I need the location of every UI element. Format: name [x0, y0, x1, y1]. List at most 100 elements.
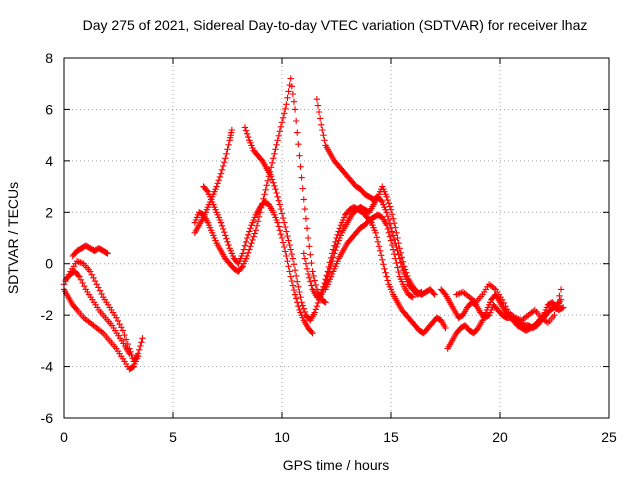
data-point — [328, 257, 336, 265]
y-axis-label: SDTVAR / TECUs — [5, 182, 21, 294]
data-point — [300, 305, 307, 312]
data-point — [302, 260, 310, 267]
data-point — [373, 234, 381, 241]
data-point — [380, 261, 387, 268]
series-track-n — [453, 281, 565, 327]
data-point — [295, 283, 302, 291]
data-point — [303, 225, 311, 232]
data-point — [243, 234, 251, 242]
data-point — [118, 324, 125, 331]
data-point — [114, 317, 122, 325]
y-tick-label: 6 — [45, 101, 53, 117]
x-tick-label: 0 — [60, 429, 68, 445]
data-point — [262, 186, 269, 193]
data-point — [278, 234, 286, 242]
y-tick-label: -2 — [41, 307, 54, 323]
data-point — [311, 309, 318, 316]
data-point — [217, 170, 225, 177]
data-point — [287, 246, 294, 253]
data-point — [399, 266, 407, 274]
data-point — [273, 141, 280, 148]
data-point — [502, 302, 509, 310]
data-point — [283, 101, 290, 108]
data-point — [218, 222, 226, 229]
data-point — [327, 261, 335, 269]
data-point — [558, 304, 566, 312]
data-point — [222, 232, 229, 239]
data-point — [285, 88, 292, 95]
data-point — [80, 283, 88, 290]
data-point — [247, 225, 254, 232]
data-point — [294, 129, 301, 136]
data-point — [250, 233, 257, 240]
series-track-i — [313, 95, 438, 298]
data-point — [224, 238, 231, 246]
data-point — [274, 219, 281, 226]
data-point — [292, 272, 300, 280]
data-point — [284, 232, 291, 240]
data-point — [409, 293, 416, 301]
data-point — [272, 146, 279, 153]
data-point — [331, 250, 338, 257]
data-point — [393, 259, 400, 267]
data-point — [122, 336, 130, 343]
data-point — [552, 305, 560, 312]
data-point — [295, 140, 302, 148]
data-point — [387, 206, 395, 213]
data-point — [335, 228, 342, 235]
data-point — [286, 268, 293, 275]
data-point — [282, 105, 289, 112]
data-point — [243, 252, 251, 260]
data-point — [303, 265, 311, 273]
data-point — [129, 364, 136, 371]
data-point — [290, 98, 298, 105]
data-point — [306, 243, 313, 250]
data-point — [246, 246, 253, 253]
y-tick-label: 2 — [45, 204, 53, 220]
data-point — [138, 338, 145, 346]
data-point — [224, 146, 231, 153]
data-point — [221, 229, 228, 236]
data-point — [301, 255, 309, 262]
data-point — [273, 189, 280, 197]
y-tick-label: 0 — [45, 256, 53, 272]
data-point — [484, 312, 492, 319]
data-point — [215, 176, 222, 184]
data-point — [430, 290, 437, 297]
data-point — [241, 242, 249, 249]
series-track-g — [200, 183, 316, 337]
data-point — [304, 270, 312, 278]
data-point — [292, 117, 300, 125]
data-point — [285, 237, 292, 244]
data-point — [330, 254, 337, 261]
data-point — [374, 238, 382, 246]
y-tick-label: 8 — [45, 50, 53, 66]
data-point — [387, 224, 395, 231]
series-track-d — [69, 242, 111, 260]
data-point — [554, 299, 561, 306]
axis-ticks: 0 5 10 15 20 25 -6 -4 -2 0 2 4 6 8 — [41, 50, 617, 445]
data-point — [394, 234, 401, 242]
data-point — [137, 342, 144, 350]
data-point — [312, 281, 319, 289]
data-point — [442, 324, 449, 332]
data-point — [557, 296, 565, 303]
data-point — [503, 306, 511, 313]
data-point — [388, 211, 396, 218]
data-point — [276, 201, 284, 208]
data-point — [74, 272, 82, 279]
series-track-k — [322, 211, 416, 301]
data-point — [388, 228, 396, 235]
data-point — [223, 235, 230, 242]
data-point — [307, 278, 314, 285]
data-point — [275, 132, 282, 139]
data-point — [225, 141, 232, 148]
data-point — [248, 239, 255, 247]
data-point — [268, 176, 276, 183]
data-point — [216, 173, 224, 181]
series-track-b — [60, 286, 142, 373]
data-point — [389, 232, 397, 239]
data-point — [283, 228, 290, 235]
data-point — [332, 247, 339, 254]
y-tick-label: 4 — [45, 153, 53, 169]
